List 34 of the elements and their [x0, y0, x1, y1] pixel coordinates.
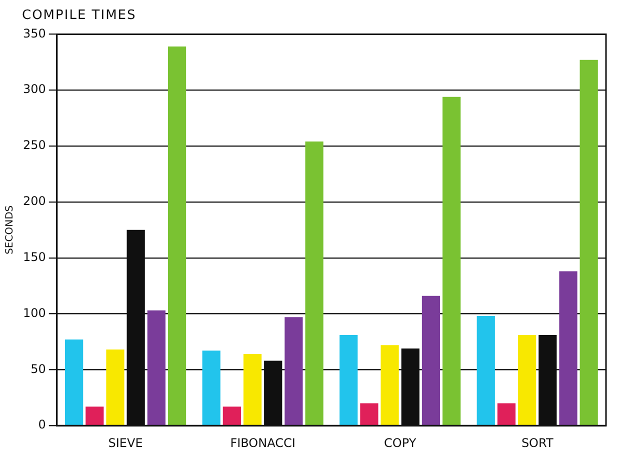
bar: [243, 354, 262, 425]
bar: [497, 403, 516, 425]
y-tick-label: 150: [23, 250, 46, 264]
x-tick-label: SORT: [521, 436, 554, 450]
y-tick-label: 350: [23, 26, 46, 40]
y-tick-label: 300: [23, 82, 46, 96]
bar: [380, 345, 399, 425]
bar: [518, 335, 536, 425]
y-tick-label: 100: [23, 306, 46, 320]
bar: [222, 406, 241, 425]
y-tick-label: 200: [23, 194, 46, 208]
bar: [147, 310, 166, 425]
bar: [106, 350, 124, 425]
bar: [202, 350, 220, 425]
bar: [360, 403, 378, 425]
bar: [86, 406, 104, 425]
x-tick-label: FIBONACCI: [230, 436, 296, 450]
bar: [284, 317, 303, 425]
chart-title: COMPILE TIMES: [22, 8, 136, 23]
bar: [340, 335, 358, 425]
bar: [168, 46, 186, 425]
y-axis-title: SECONDS: [4, 205, 16, 254]
y-tick-label: 0: [38, 418, 46, 432]
y-tick-label: 50: [30, 362, 46, 376]
y-tick-label: 250: [23, 138, 46, 152]
bar: [422, 296, 440, 425]
x-tick-label: SIEVE: [108, 436, 143, 450]
bar: [580, 60, 598, 425]
x-tick-label: COPY: [384, 436, 417, 450]
bar: [65, 339, 84, 425]
bar: [305, 142, 324, 425]
bar: [476, 316, 495, 425]
bar: [559, 271, 578, 425]
bar: [442, 96, 461, 425]
